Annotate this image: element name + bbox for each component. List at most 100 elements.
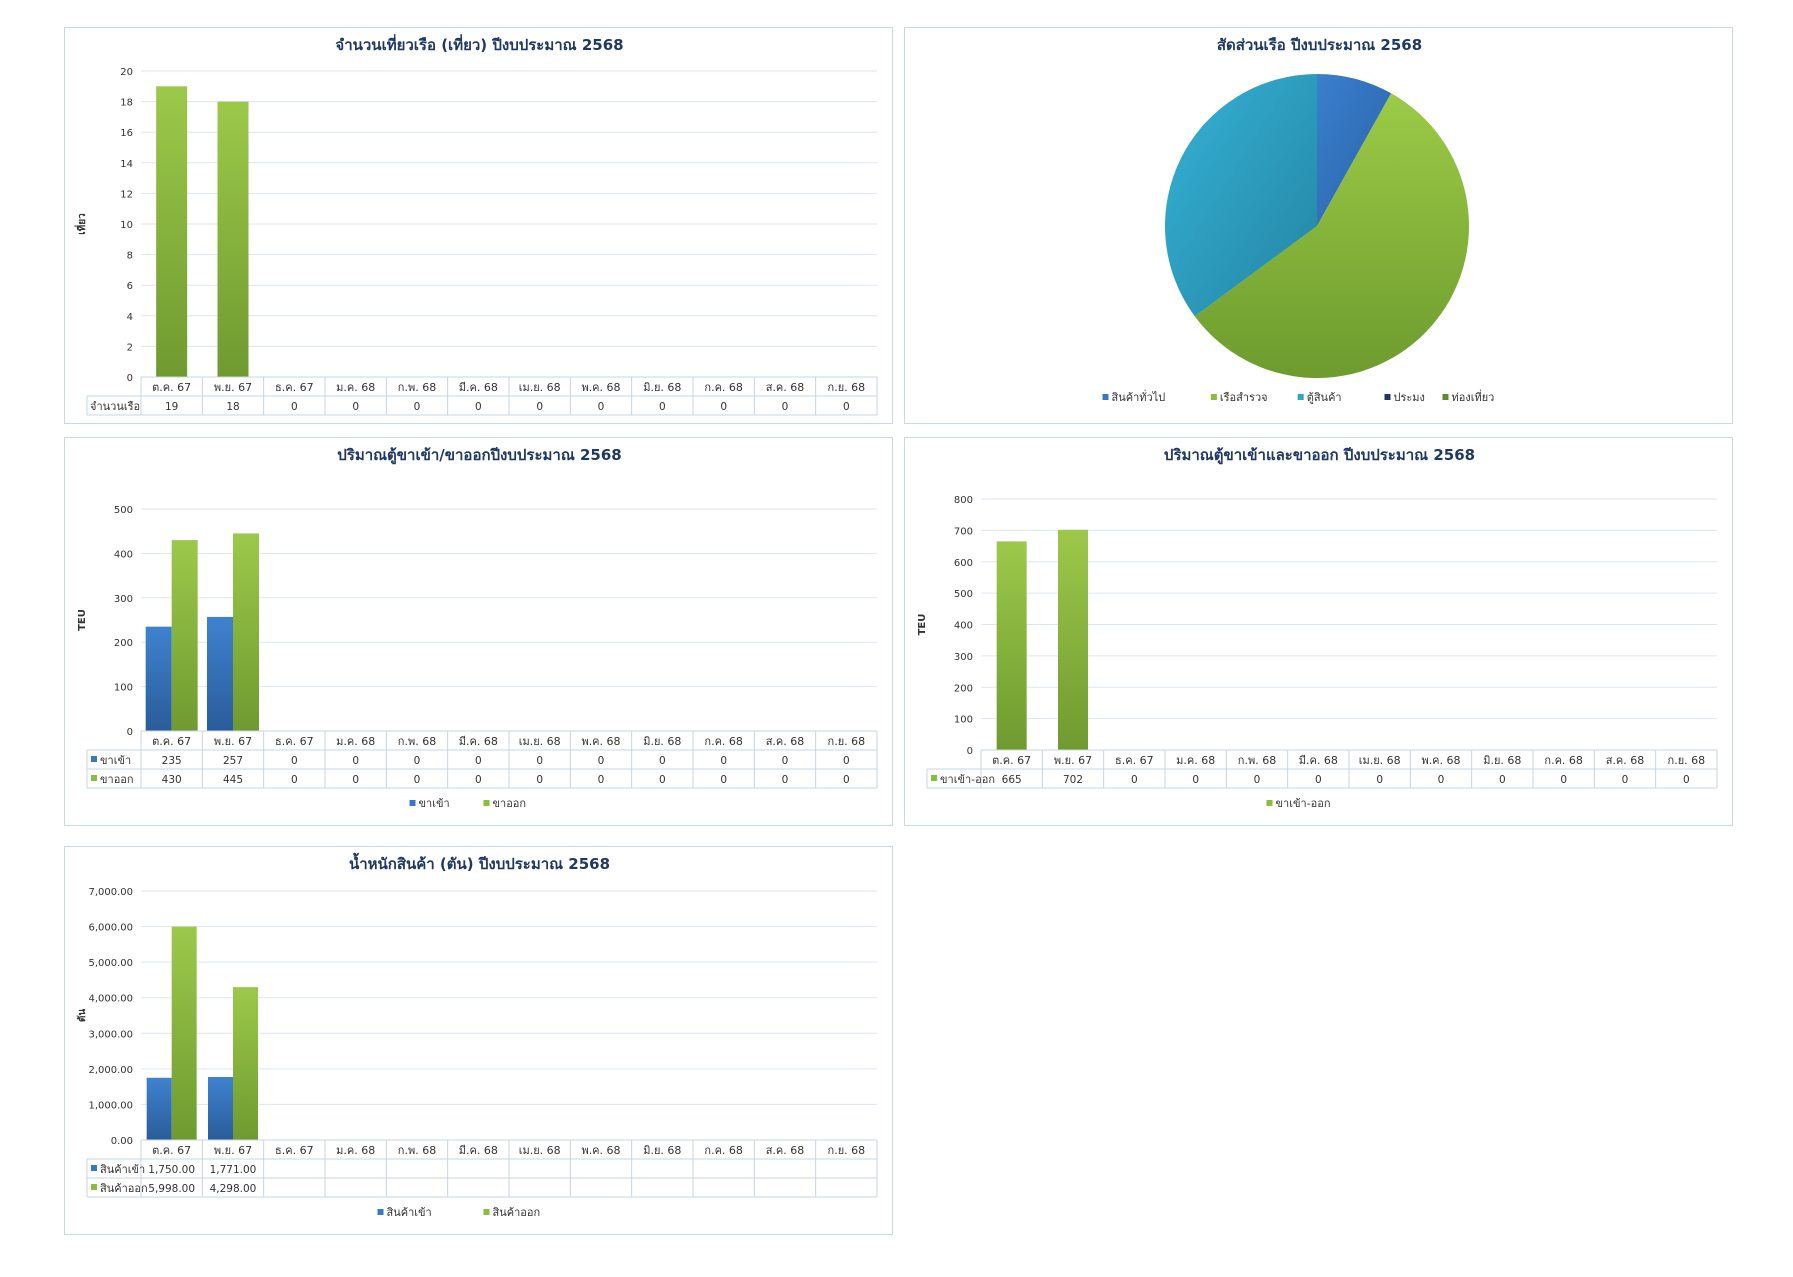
x-tick-label: ส.ค. 68 (766, 381, 805, 394)
table-value: 0 (352, 774, 359, 786)
x-tick-label: ก.พ. 68 (1238, 754, 1276, 767)
row-label-สินค้าออก: สินค้าออก (100, 1182, 148, 1195)
pie-slice-เรือสำรวจ (1194, 93, 1469, 378)
x-tick-label: เม.ย. 68 (519, 381, 561, 394)
table-value: 0 (659, 401, 666, 413)
bar-ขาเข้า-พ.ย. 67 (207, 616, 233, 731)
bar-ขาเข้า-ออก-ต.ค. 67 (996, 541, 1027, 750)
table-value: 0 (720, 774, 727, 786)
bar-สินค้าเข้า-ต.ค. 67 (146, 1077, 172, 1140)
legend-key-ท่องเที่ยว (1442, 394, 1449, 400)
table-value: 702 (1063, 774, 1083, 786)
table-value: 0 (475, 755, 482, 767)
y-tick-label: 6,000.00 (88, 923, 133, 934)
table-value: 19 (165, 401, 178, 413)
series-key-ขาออก (91, 775, 97, 781)
legend-key-เรือสำรวจ (1210, 394, 1217, 400)
series-key-ขาเข้า-ออก (931, 775, 937, 781)
table-value: 430 (162, 774, 182, 786)
y-tick-label: 8 (127, 251, 133, 262)
y-tick-label: 500 (114, 505, 133, 516)
table-value: 0 (536, 774, 543, 786)
x-tick-label: มี.ค. 68 (1299, 754, 1338, 767)
bar-สินค้าออก-ต.ค. 67 (171, 926, 197, 1140)
y-tick-label: 20 (120, 67, 133, 78)
x-tick-label: ต.ค. 67 (152, 1144, 191, 1157)
y-tick-label: 5,000.00 (88, 958, 133, 969)
row-label-จำนวนเรือ: จำนวนเรือ (90, 400, 140, 413)
table-value: 0 (1376, 774, 1383, 786)
bar-จำนวนเรือ-ต.ค. 67 (156, 86, 188, 378)
x-tick-label: ก.ค. 68 (704, 1144, 743, 1157)
chart-panel-container-in-out: ปริมาณตู้ขาเข้า/ขาออกปีงบประมาณ 2568 0 100… (64, 437, 893, 826)
table-value: 0 (414, 401, 421, 413)
y-tick-label: 2 (127, 342, 133, 353)
x-tick-label: ต.ค. 67 (992, 754, 1031, 767)
y-tick-label: 4,000.00 (88, 994, 133, 1005)
table-value: 445 (223, 774, 243, 786)
y-tick-label: 14 (120, 159, 133, 170)
legend-label-ท่องเที่ยว: ท่องเที่ยว (1452, 389, 1495, 404)
row-label-ขาเข้า-ออก: ขาเข้า-ออก (940, 773, 995, 786)
legend-key-สินค้าเข้า (377, 1209, 384, 1215)
x-tick-label: ก.พ. 68 (398, 735, 436, 748)
x-tick-label: ก.พ. 68 (398, 381, 436, 394)
y-tick-label: 0 (127, 727, 133, 738)
table-value: 0 (782, 774, 789, 786)
y-tick-label: 200 (114, 638, 133, 649)
bar-ขาออก-ต.ค. 67 (171, 540, 198, 731)
series-key-สินค้าออก (91, 1184, 97, 1190)
table-value: 0 (659, 774, 666, 786)
table-value: 0 (1254, 774, 1261, 786)
x-tick-label: ก.ย. 68 (828, 1144, 866, 1157)
y-tick-label: 3,000.00 (88, 1029, 133, 1040)
legend-label-ประมง: ประมง (1394, 391, 1425, 404)
legend-key-ขาเข้า-ออก (1266, 800, 1273, 806)
y-tick-label: 200 (954, 683, 973, 694)
table-value: 1,750.00 (148, 1164, 195, 1176)
table-value: 0 (782, 755, 789, 767)
x-tick-label: ส.ค. 68 (1606, 754, 1645, 767)
x-tick-label: พ.ย. 67 (214, 381, 252, 394)
table-value: 4,298.00 (210, 1183, 257, 1195)
series-key-สินค้าเข้า (91, 1165, 97, 1171)
y-tick-label: 400 (954, 621, 973, 632)
x-tick-label: ธ.ค. 67 (275, 381, 314, 394)
x-tick-label: ม.ค. 68 (1176, 754, 1215, 767)
table-value: 0 (843, 401, 850, 413)
table-value: 0 (782, 401, 789, 413)
table-value: 0 (1683, 774, 1690, 786)
y-tick-label: 800 (954, 495, 973, 506)
legend-label-เรือสำรวจ: เรือสำรวจ (1220, 391, 1268, 404)
y-tick-label: 12 (120, 189, 133, 200)
x-tick-label: พ.ค. 68 (1421, 754, 1460, 767)
x-tick-label: พ.ค. 68 (581, 735, 620, 748)
table-value: 0 (1192, 774, 1199, 786)
chart-ship-ratio: สัดส่วนเรือ ปีงบประมาณ 2568 สินค้าทั่วไป เ… (1102, 36, 1495, 404)
y-tick-label: 6 (127, 281, 133, 292)
y-tick-label: 0 (967, 746, 973, 757)
table-value: 0 (352, 401, 359, 413)
x-tick-label: ก.ค. 68 (704, 381, 743, 394)
legend-label-สินค้าออก: สินค้าออก (492, 1206, 540, 1219)
table-value: 665 (1002, 774, 1022, 786)
legend-label-ตู้สินค้า: ตู้สินค้า (1307, 391, 1342, 404)
legend-key-ประมง (1384, 394, 1391, 400)
table-value: 0 (414, 755, 421, 767)
pie-slice-สินค้าทั่วไป (1317, 74, 1392, 226)
chart-panel-ship-trips: จำนวนเที่ยวเรือ (เที่ยว) ปีงบประมาณ 2568… (64, 27, 893, 424)
legend-label-ขาเข้า: ขาเข้า (419, 797, 450, 810)
x-tick-label: มี.ค. 68 (459, 1144, 498, 1157)
chart-title: จำนวนเที่ยวเรือ (เที่ยว) ปีงบประมาณ 2568 (335, 34, 623, 54)
legend-label-ขาเข้า-ออก: ขาเข้า-ออก (1276, 797, 1331, 810)
chart-cargo-weight: น้ำหนักสินค้า (ตัน) ปีงบประมาณ 2568 0.00 1… (76, 852, 878, 1219)
table-value: 0 (1315, 774, 1322, 786)
y-tick-label: 4 (127, 312, 133, 323)
table-value: 0 (291, 401, 298, 413)
table-value: 0 (414, 774, 421, 786)
legend-key-สินค้าออก (483, 1209, 490, 1215)
y-tick-label: 100 (114, 683, 133, 694)
chart-container-total: ปริมาณตู้ขาเข้าและขาออก ปีงบประมาณ 2568 0… (917, 446, 1718, 810)
x-tick-label: มิ.ย. 68 (643, 1144, 681, 1157)
x-tick-label: ส.ค. 68 (766, 1144, 805, 1157)
